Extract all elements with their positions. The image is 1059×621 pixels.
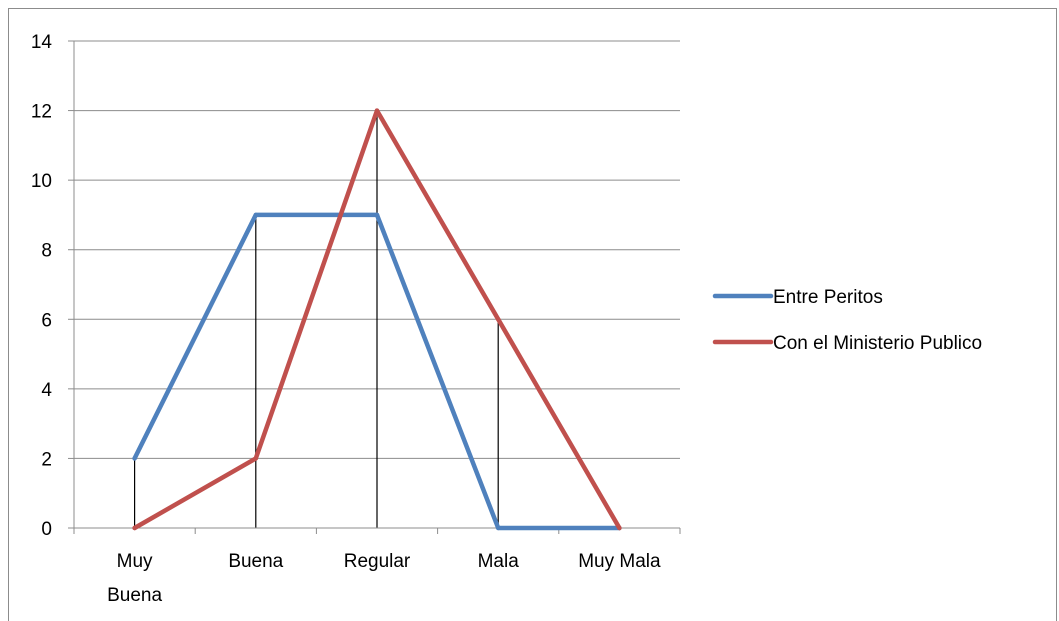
series-2-point: [253, 456, 258, 461]
series-2-point: [617, 525, 622, 531]
y-tick-label: 10: [31, 171, 52, 192]
x-category-label-line: Buena: [107, 585, 162, 606]
legend: Entre Peritos Con el Ministerio Publico: [712, 287, 982, 354]
series-2-point: [132, 525, 137, 531]
series-2-point: [496, 317, 501, 322]
x-category-label: Muy Mala: [578, 551, 661, 572]
x-category-label-line: Muy Mala: [578, 551, 661, 572]
series-1-point: [374, 212, 380, 218]
x-category-label-line: Mala: [478, 551, 520, 572]
x-category-label-line: Buena: [228, 551, 283, 572]
y-tick-label: 4: [41, 380, 52, 401]
series-lines: [132, 108, 622, 531]
x-axis-category-labels: Muy Buena Buena Regular Mala Muy Mala: [107, 551, 661, 606]
y-tick-label: 2: [41, 449, 52, 470]
y-tick-label: 12: [31, 102, 52, 123]
x-category-label-line: Regular: [344, 551, 411, 572]
series-2-point: [374, 108, 380, 113]
legend-label-1: Entre Peritos: [773, 287, 883, 308]
series-1-point: [496, 525, 501, 531]
x-category-label-line: Muy: [117, 551, 153, 572]
x-category-label: Mala: [478, 551, 520, 572]
y-tick-label: 6: [41, 310, 52, 331]
x-category-label: Buena: [228, 551, 283, 572]
legend-label-2: Con el Ministerio Publico: [773, 333, 982, 354]
series-1-point: [253, 212, 258, 218]
series-1-point: [132, 456, 137, 461]
y-tick-label: 14: [31, 32, 53, 53]
y-tick-label: 0: [41, 519, 52, 540]
drop-lines: [134, 110, 499, 528]
y-axis-tick-labels: 0 2 4 6 8 10 12 14: [31, 32, 53, 540]
y-tick-label: 8: [41, 241, 52, 262]
x-category-label: Muy Buena: [107, 551, 162, 606]
x-category-label: Regular: [344, 551, 411, 572]
